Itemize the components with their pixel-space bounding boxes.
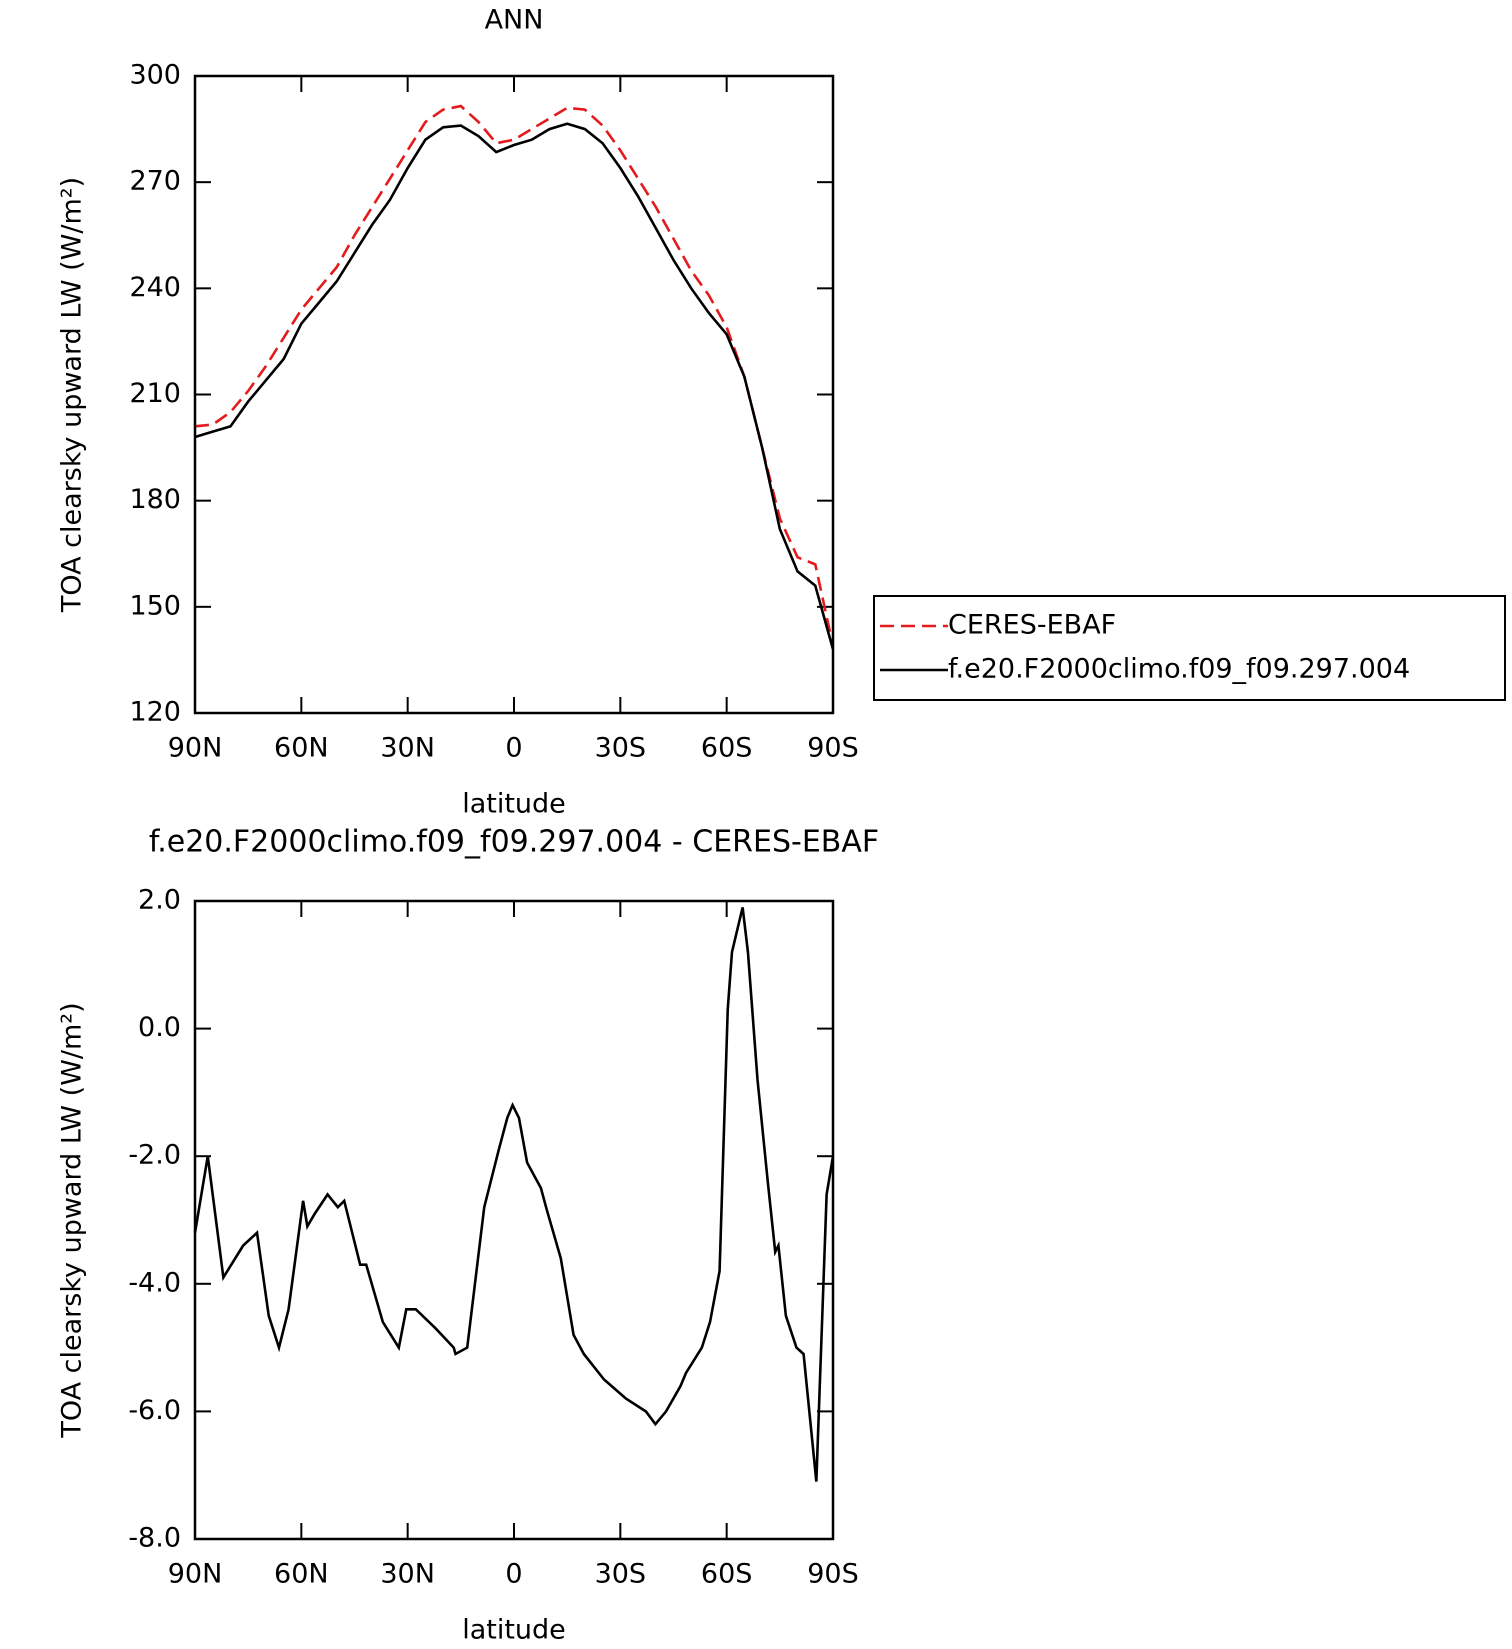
y-tick-label: 300 bbox=[129, 60, 181, 91]
series-line bbox=[193, 907, 835, 1482]
x-tick-label: 30N bbox=[380, 1559, 435, 1590]
legend-label: CERES-EBAF bbox=[948, 610, 1116, 641]
x-tick-label: 60N bbox=[274, 1559, 329, 1590]
x-axis-label: latitude bbox=[462, 1615, 566, 1646]
y-tick-label: 2.0 bbox=[138, 885, 181, 916]
x-tick-label: 30S bbox=[595, 1559, 647, 1590]
x-tick-label: 30N bbox=[380, 733, 435, 764]
chart-title: f.e20.F2000climo.f09_f09.297.004 - CERES… bbox=[149, 825, 879, 860]
y-tick-label: -2.0 bbox=[128, 1140, 181, 1171]
y-tick-label: 210 bbox=[129, 378, 181, 409]
x-tick-label: 0 bbox=[505, 1559, 522, 1590]
legend-label: f.e20.F2000climo.f09_f09.297.004 bbox=[948, 654, 1410, 685]
series-line bbox=[194, 122, 835, 650]
x-tick-label: 60S bbox=[701, 1559, 753, 1590]
y-tick-label: 270 bbox=[129, 166, 181, 197]
y-axis-label: TOA clearsky upward LW (W/m²) bbox=[57, 1002, 88, 1438]
plot-frame bbox=[193, 74, 835, 715]
x-tick-label: 90S bbox=[807, 1559, 859, 1590]
y-tick-label: -4.0 bbox=[128, 1267, 181, 1298]
x-tick-label: 90N bbox=[168, 733, 223, 764]
y-tick-label: 0.0 bbox=[138, 1012, 181, 1043]
y-tick-label: 240 bbox=[129, 272, 181, 303]
chart-title: ANN bbox=[485, 5, 544, 36]
y-axis-label: TOA clearsky upward LW (W/m²) bbox=[57, 177, 88, 613]
plot-frame bbox=[193, 899, 835, 1541]
y-tick-label: -8.0 bbox=[128, 1523, 181, 1554]
x-axis-label: latitude bbox=[462, 789, 566, 820]
y-tick-label: -6.0 bbox=[128, 1395, 181, 1426]
x-tick-label: 60S bbox=[701, 733, 753, 764]
x-tick-label: 90S bbox=[807, 733, 859, 764]
x-tick-label: 60N bbox=[274, 733, 329, 764]
x-tick-label: 30S bbox=[595, 733, 647, 764]
x-tick-label: 0 bbox=[505, 733, 522, 764]
y-tick-label: 180 bbox=[129, 484, 181, 515]
y-tick-label: 120 bbox=[129, 697, 181, 728]
y-tick-label: 150 bbox=[129, 590, 181, 621]
x-tick-label: 90N bbox=[168, 1559, 223, 1590]
legend-box bbox=[873, 595, 1506, 701]
